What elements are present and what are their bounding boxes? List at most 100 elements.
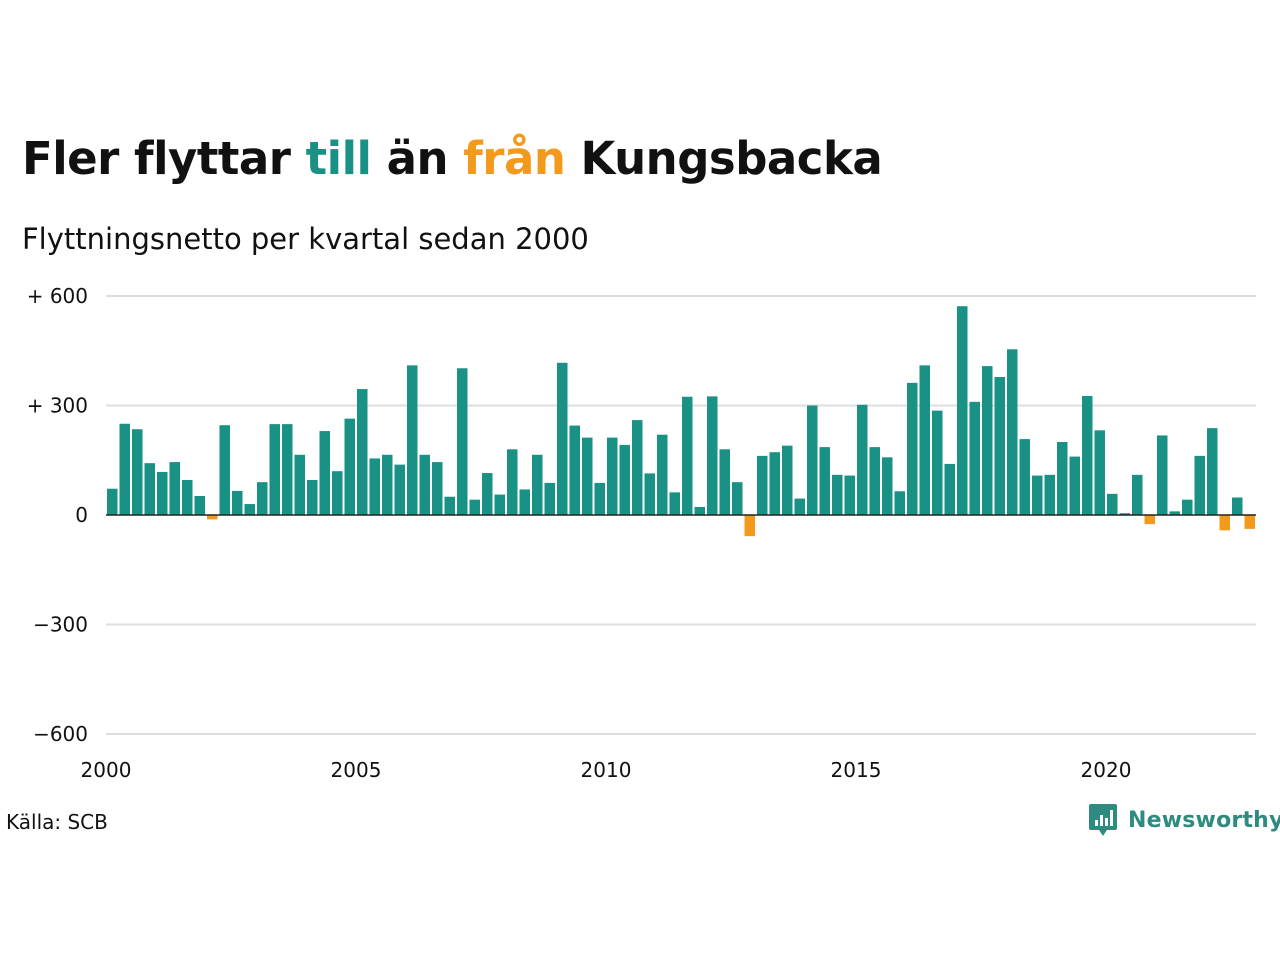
- bar: [669, 492, 680, 515]
- axes: + 600 + 300 0 −300 −600 2000 2005 2010 2015 2020: [27, 284, 1256, 782]
- bar: [544, 482, 555, 515]
- bar: [182, 479, 193, 515]
- bar: [1244, 515, 1255, 529]
- bar: [257, 482, 268, 515]
- bar: [169, 462, 180, 515]
- bar: [344, 418, 355, 515]
- bar: [769, 452, 780, 515]
- bar: [394, 464, 405, 515]
- bar: [282, 424, 293, 515]
- bar: [1207, 428, 1218, 515]
- bar: [519, 489, 530, 515]
- bar: [332, 471, 343, 515]
- bar: [1169, 511, 1180, 515]
- bars: [107, 306, 1255, 537]
- x-tick-label: 2000: [81, 758, 132, 782]
- bar: [707, 396, 718, 515]
- bar: [219, 425, 230, 515]
- bar: [1144, 515, 1155, 525]
- bar: [444, 496, 455, 515]
- bar: [1007, 349, 1018, 515]
- y-tick-label: 0: [75, 503, 88, 527]
- bar: [294, 454, 305, 515]
- bar: [969, 401, 980, 515]
- bar: [1232, 497, 1243, 515]
- bar: [1219, 515, 1230, 531]
- bar: [757, 455, 768, 515]
- x-tick-label: 2015: [831, 758, 882, 782]
- bar: [507, 449, 518, 515]
- y-tick-label: + 600: [27, 284, 88, 308]
- bar: [532, 454, 543, 515]
- bar: [919, 365, 930, 515]
- gridlines: [106, 295, 1256, 735]
- bar: [932, 410, 943, 515]
- bar: [1094, 430, 1105, 515]
- x-tick-label: 2010: [581, 758, 632, 782]
- bar: [869, 447, 880, 515]
- bar: [1119, 513, 1130, 515]
- bar: [1194, 455, 1205, 515]
- y-tick-label: + 300: [27, 394, 88, 418]
- bar: [582, 437, 593, 515]
- bar: [432, 462, 443, 515]
- bar: [1069, 456, 1080, 515]
- bar: [1107, 493, 1118, 515]
- source-label: Källa: SCB: [6, 810, 108, 834]
- bar: [619, 444, 630, 515]
- bar: [994, 377, 1005, 515]
- bar: [782, 445, 793, 515]
- bar: [907, 382, 918, 515]
- bar: [1019, 439, 1030, 515]
- bar: [857, 404, 868, 515]
- bar: [819, 447, 830, 515]
- bar: [119, 423, 130, 515]
- bar: [1157, 435, 1168, 515]
- bar: [682, 396, 693, 515]
- bar: [569, 425, 580, 515]
- y-tick-label: −300: [33, 613, 88, 637]
- title-word-till: till: [305, 132, 372, 185]
- bar: [1057, 442, 1068, 515]
- bar: [844, 475, 855, 515]
- newsworthy-logo: Newsworthy: [1088, 802, 1280, 838]
- bar: [1044, 474, 1055, 515]
- bar: [557, 362, 568, 515]
- bar: [794, 498, 805, 515]
- bar: [407, 365, 418, 515]
- bar: [369, 458, 380, 515]
- brand-name: Newsworthy: [1128, 807, 1280, 833]
- bar: [207, 515, 218, 520]
- x-tick-label: 2005: [331, 758, 382, 782]
- chart-title: Fler flyttar till än från Kungsbacka: [22, 132, 883, 185]
- bar: [657, 434, 668, 515]
- bar: [732, 482, 743, 515]
- bar: [232, 490, 243, 515]
- bar: [1082, 396, 1093, 515]
- bar: [632, 420, 643, 515]
- bar: [1182, 499, 1193, 515]
- bar: [882, 457, 893, 515]
- bar: [1032, 475, 1043, 515]
- bar: [482, 473, 493, 515]
- bar: [144, 463, 155, 515]
- bar: [107, 488, 118, 515]
- bar: [132, 429, 143, 515]
- bar: [319, 431, 330, 515]
- bar: [807, 405, 818, 515]
- x-tick-label: 2020: [1081, 758, 1132, 782]
- bar: [944, 463, 955, 515]
- newsworthy-logo-icon: [1089, 804, 1117, 836]
- bar: [157, 471, 168, 515]
- bar: [469, 499, 480, 515]
- title-word-fran: från: [463, 132, 566, 185]
- title-part-5: Kungsbacka: [565, 132, 883, 185]
- bar: [644, 473, 655, 515]
- bar: [269, 424, 280, 515]
- bar: [832, 474, 843, 515]
- bar: [419, 454, 430, 515]
- title-part-3: än: [371, 132, 464, 185]
- bar: [244, 504, 255, 515]
- bar: [982, 366, 993, 515]
- bar: [357, 389, 368, 515]
